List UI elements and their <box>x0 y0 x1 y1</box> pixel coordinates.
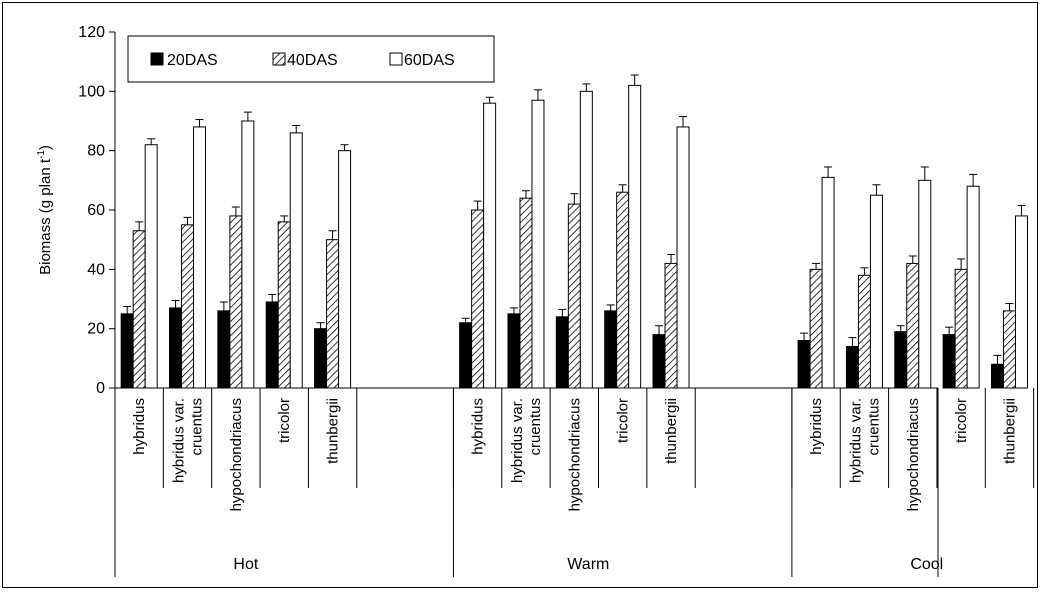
bar-40das <box>519 197 533 389</box>
bar-60das <box>579 90 593 389</box>
bar-40das <box>664 262 678 389</box>
bar-20das <box>942 334 956 389</box>
category-label: tricolor <box>953 398 970 443</box>
bar-60das <box>483 102 497 389</box>
group-label: Cool <box>910 556 943 573</box>
legend-swatch-60das <box>389 52 403 66</box>
bar-40das <box>809 268 823 389</box>
bar-60das <box>821 176 835 389</box>
bar-20das <box>797 340 811 389</box>
bar-60das <box>1014 215 1028 389</box>
bar-40das <box>471 209 485 389</box>
category-label: hybridus var.cruentus <box>171 398 206 483</box>
bar-40das <box>567 203 581 389</box>
bar-20das <box>217 310 231 389</box>
legend-box <box>127 35 495 83</box>
bar-60das <box>676 126 690 389</box>
y-tick-label: 60 <box>87 202 105 219</box>
legend-label-20das: 20DAS <box>167 52 218 69</box>
y-tick-label: 0 <box>96 380 105 397</box>
bar-20das <box>604 310 618 389</box>
category-label: hybridus var.cruentus <box>509 398 544 483</box>
bar-40das <box>326 239 340 389</box>
bar-40das <box>229 215 243 389</box>
y-tick-label: 40 <box>87 261 105 278</box>
bar-20das <box>459 322 473 389</box>
bar-20das <box>120 313 134 389</box>
category-label: thunbergii <box>325 398 342 464</box>
bar-60das <box>966 185 980 389</box>
bar-40das <box>616 191 630 389</box>
category-label: hybridus var.cruentus <box>847 398 882 483</box>
category-label: hybridus <box>131 398 148 455</box>
category-label: thunbergii <box>1001 398 1018 464</box>
category-label: hypochondriacus <box>566 398 583 511</box>
group-label: Warm <box>567 556 609 573</box>
bar-60das <box>289 132 303 389</box>
bar-40das <box>277 221 291 389</box>
bar-60das <box>869 194 883 389</box>
category-label: tricolor <box>615 398 632 443</box>
legend-swatch-40das <box>272 52 286 66</box>
bar-20das <box>845 345 859 389</box>
bar-20das <box>652 334 666 389</box>
group-label: Hot <box>233 556 258 573</box>
legend-label-40das: 40DAS <box>287 52 338 69</box>
bar-20das <box>555 316 569 389</box>
y-axis-label: Biomass (g plan t-1) <box>36 145 54 275</box>
bar-40das <box>132 230 146 389</box>
y-tick-label: 120 <box>78 24 105 41</box>
bar-40das <box>954 268 968 389</box>
bar-60das <box>918 179 932 389</box>
category-label: hypochondriacus <box>228 398 245 511</box>
bar-20das <box>894 331 908 389</box>
y-tick-label: 100 <box>78 83 105 100</box>
y-tick-label: 20 <box>87 321 105 338</box>
bar-20das <box>990 363 1004 389</box>
category-label: thunbergii <box>663 398 680 464</box>
bar-60das <box>144 144 158 389</box>
bar-60das <box>241 120 255 389</box>
category-label: hybridus <box>470 398 487 455</box>
category-label: tricolor <box>276 398 293 443</box>
bar-20das <box>314 328 328 389</box>
bar-20das <box>265 301 279 389</box>
legend-label-60das: 60DAS <box>404 52 455 69</box>
legend-swatch-20das <box>150 52 164 66</box>
bar-60das <box>531 99 545 389</box>
bar-20das <box>507 313 521 389</box>
bar-60das <box>338 150 352 389</box>
bar-40das <box>906 262 920 389</box>
category-label: hybridus <box>808 398 825 455</box>
bar-20das <box>169 307 183 389</box>
category-label: hypochondriacus <box>905 398 922 511</box>
bar-40das <box>857 274 871 389</box>
y-tick-label: 80 <box>87 143 105 160</box>
bar-40das <box>181 224 195 389</box>
bar-60das <box>193 126 207 389</box>
legend: 20DAS 40DAS 60DAS <box>127 35 495 83</box>
bar-40das <box>1002 310 1016 389</box>
bar-60das <box>628 84 642 389</box>
